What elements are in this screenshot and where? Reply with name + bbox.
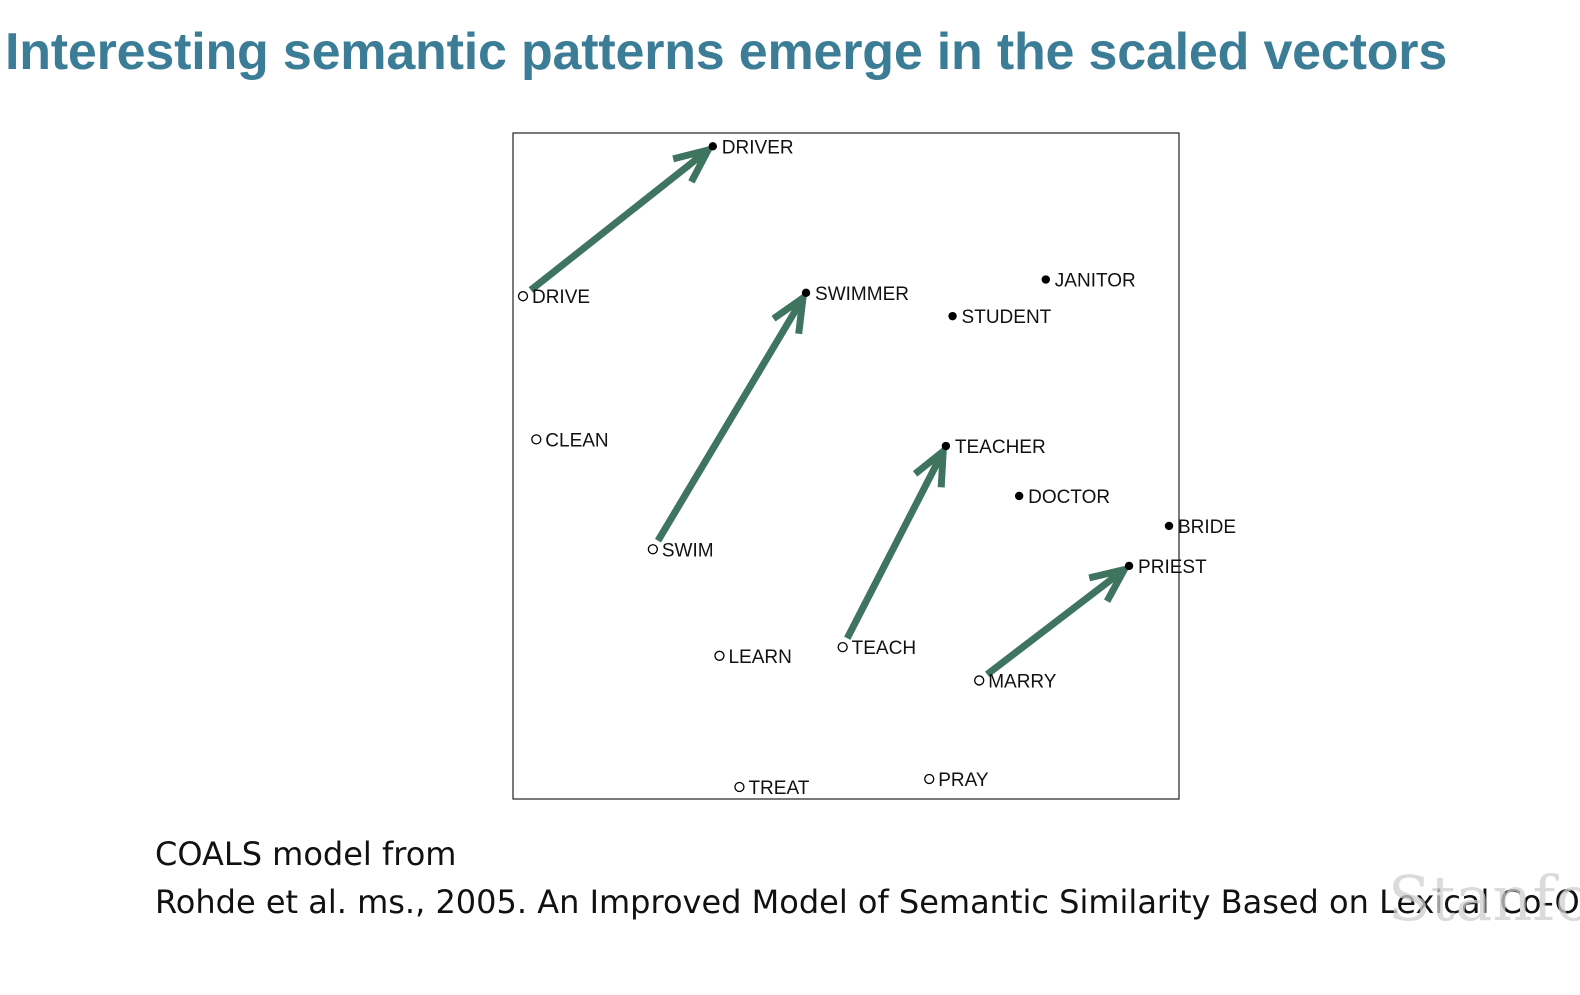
- label-pray: PRAY: [938, 770, 989, 791]
- point-pray: [924, 773, 935, 785]
- label-swim: SWIM: [662, 540, 714, 561]
- label-janitor: JANITOR: [1055, 271, 1136, 292]
- point-clean: [531, 434, 542, 445]
- point-treat: [734, 781, 745, 793]
- citation-line-1: COALS model from: [155, 835, 457, 873]
- arrow-layer: [528, 144, 1132, 678]
- label-clean: CLEAN: [545, 430, 608, 451]
- label-treat: TREAT: [748, 778, 809, 799]
- arrow-drive-to-driver: [528, 144, 715, 293]
- arrow-marry-to-priest: [985, 564, 1132, 678]
- label-swimmer: SWIMMER: [815, 284, 909, 305]
- watermark-logo: Stanfo: [1388, 862, 1580, 935]
- point-swim: [647, 544, 659, 555]
- point-swimmer: [801, 288, 811, 298]
- citation-line-2: Rohde et al. ms., 2005. An Improved Mode…: [155, 883, 1580, 921]
- label-drive: DRIVE: [532, 287, 590, 308]
- slide-title: Interesting semantic patterns emerge in …: [5, 23, 1448, 81]
- label-teach: TEACH: [852, 638, 916, 659]
- label-student: STUDENT: [962, 307, 1052, 328]
- label-learn: LEARN: [728, 647, 791, 668]
- label-marry: MARRY: [988, 671, 1057, 692]
- point-drive: [517, 291, 529, 302]
- label-teacher: TEACHER: [955, 437, 1046, 458]
- label-bride: BRIDE: [1178, 517, 1236, 538]
- label-doctor: DOCTOR: [1028, 487, 1110, 508]
- citation: COALS model from Rohde et al. ms., 2005.…: [155, 830, 1580, 926]
- point-driver: [708, 142, 717, 151]
- arrow-swim-to-swimmer: [654, 290, 808, 543]
- point-bride: [1164, 521, 1174, 531]
- label-driver: DRIVER: [722, 137, 794, 158]
- point-student: [948, 311, 957, 321]
- arrow-teach-to-teacher: [844, 443, 948, 640]
- point-teach: [837, 642, 848, 653]
- point-doctor: [1014, 491, 1024, 501]
- plot-frame: [512, 132, 1180, 800]
- point-priest: [1124, 561, 1134, 571]
- point-teacher: [941, 441, 951, 451]
- label-priest: PRIEST: [1138, 557, 1207, 578]
- point-janitor: [1041, 275, 1051, 284]
- point-learn: [714, 650, 725, 661]
- point-marry: [974, 675, 985, 686]
